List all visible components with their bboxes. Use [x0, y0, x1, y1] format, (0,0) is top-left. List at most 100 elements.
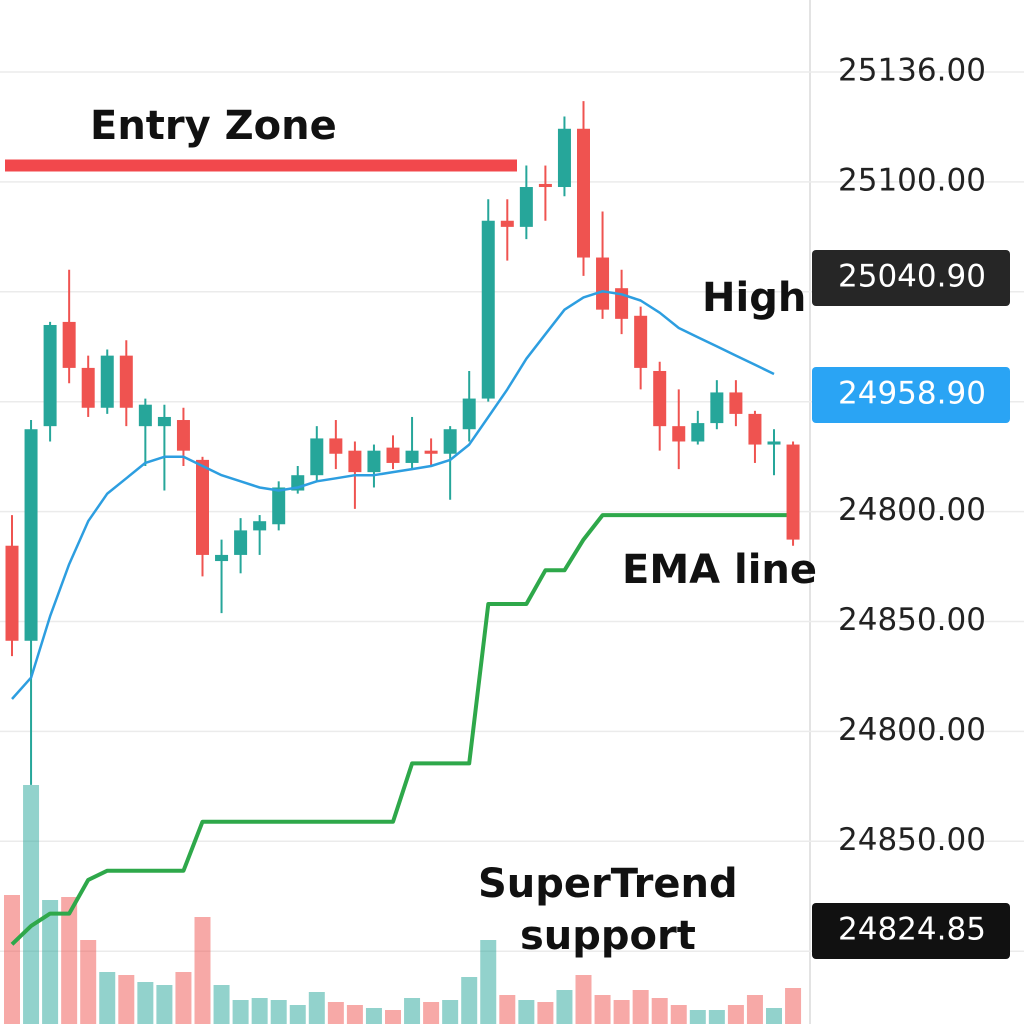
candle-body — [43, 324, 57, 427]
candle-body — [634, 315, 648, 368]
annotation: High — [702, 275, 806, 321]
volume-bar — [137, 982, 154, 1024]
candle-body — [272, 487, 286, 525]
volume-bar — [385, 1010, 401, 1024]
volume-bar — [346, 1005, 363, 1024]
candle-body — [710, 392, 724, 424]
volume-bar — [442, 1000, 459, 1024]
volume-bar — [61, 897, 78, 1024]
candle-body — [24, 429, 38, 641]
y-axis-label: 24800.00 — [838, 712, 986, 748]
y-axis-label: 24850.00 — [838, 602, 986, 638]
candle-body — [367, 450, 381, 473]
candle-body — [481, 220, 495, 399]
candle-body — [557, 128, 571, 188]
y-axis-label: 24850.00 — [838, 822, 986, 858]
candle-body — [62, 321, 76, 368]
candle-body — [672, 426, 686, 442]
volume-bar — [785, 988, 802, 1024]
volume-bar — [156, 985, 173, 1024]
candle-body — [538, 183, 552, 188]
volume-bar — [251, 998, 268, 1024]
candle-body — [234, 530, 248, 555]
volume-bar — [365, 1008, 382, 1024]
volume-bar — [327, 1002, 344, 1024]
y-axis-label: 24800.00 — [838, 492, 986, 528]
candle-body — [424, 450, 438, 454]
volume-bar — [4, 895, 20, 1024]
candle-body — [577, 128, 590, 258]
volume-bar — [689, 1010, 706, 1024]
volume-bar — [404, 998, 421, 1024]
candle-body — [5, 545, 19, 641]
volume-bar — [594, 995, 611, 1024]
volume-bar — [175, 972, 192, 1024]
annotation: EMA line — [622, 547, 817, 593]
volume-bar — [461, 977, 478, 1024]
candle-body — [196, 459, 209, 555]
volume-bar — [651, 998, 668, 1024]
price-tag-label: 24958.90 — [838, 376, 986, 412]
candle-body — [596, 257, 610, 310]
price-tag — [812, 367, 1010, 423]
price-tag-label: 24824.85 — [838, 912, 986, 948]
candle-body — [81, 367, 95, 408]
candle-body — [500, 220, 514, 227]
y-axis-label: 25136.00 — [838, 53, 986, 89]
candle-body — [405, 450, 419, 463]
volume-bar — [727, 1005, 744, 1024]
volume-bar — [99, 972, 116, 1024]
candle-body — [100, 355, 114, 408]
volume-bar — [670, 1005, 687, 1024]
candle-body — [310, 438, 324, 476]
volume-bar — [23, 785, 40, 1024]
candle-body — [767, 441, 781, 445]
volume-bar — [518, 1000, 535, 1024]
price-tag — [812, 250, 1010, 306]
candle-body — [729, 392, 743, 414]
volume-bar — [708, 1010, 725, 1024]
volume-bar — [42, 900, 59, 1024]
candle-body — [443, 429, 457, 454]
supertrend-line — [10, 513, 794, 946]
volume-bar — [746, 995, 763, 1024]
candle-body — [119, 355, 133, 408]
volume-bar — [556, 990, 573, 1024]
candle-body — [138, 404, 152, 427]
volume-bar — [80, 940, 97, 1024]
price-tag-label: 25040.90 — [838, 259, 986, 295]
candle-body — [462, 398, 476, 430]
candle-body — [348, 450, 362, 473]
price-tag — [812, 903, 1010, 959]
volume-bar — [766, 1008, 782, 1024]
volume-bar — [213, 985, 230, 1024]
volume-bar — [232, 1000, 249, 1024]
annotation: support — [520, 913, 696, 959]
candle-body — [519, 187, 533, 227]
y-axis-label: 25100.00 — [838, 162, 986, 198]
volume-bar — [613, 1000, 630, 1024]
volume-bar — [194, 917, 211, 1024]
volume-bar — [632, 990, 649, 1024]
volume-bar — [118, 975, 135, 1024]
volume-bar — [423, 1002, 440, 1024]
volume-bar — [499, 995, 516, 1024]
candle-body — [215, 554, 229, 562]
candle-body — [253, 521, 267, 531]
annotation: Entry Zone — [90, 103, 337, 149]
candle-body — [329, 438, 343, 454]
volume-bar — [480, 940, 497, 1024]
candle-body — [748, 413, 762, 445]
candle-body — [786, 444, 800, 540]
volume-bar — [270, 1000, 287, 1024]
candle-body — [386, 447, 400, 463]
ema-line — [11, 290, 775, 700]
annotation: SuperTrend — [478, 861, 738, 907]
candle-body — [653, 370, 667, 427]
volume-bar — [537, 1002, 554, 1024]
candle-body — [176, 420, 190, 451]
volume-bar — [308, 992, 325, 1024]
candle-body — [157, 416, 171, 427]
volume-bar — [575, 975, 592, 1024]
